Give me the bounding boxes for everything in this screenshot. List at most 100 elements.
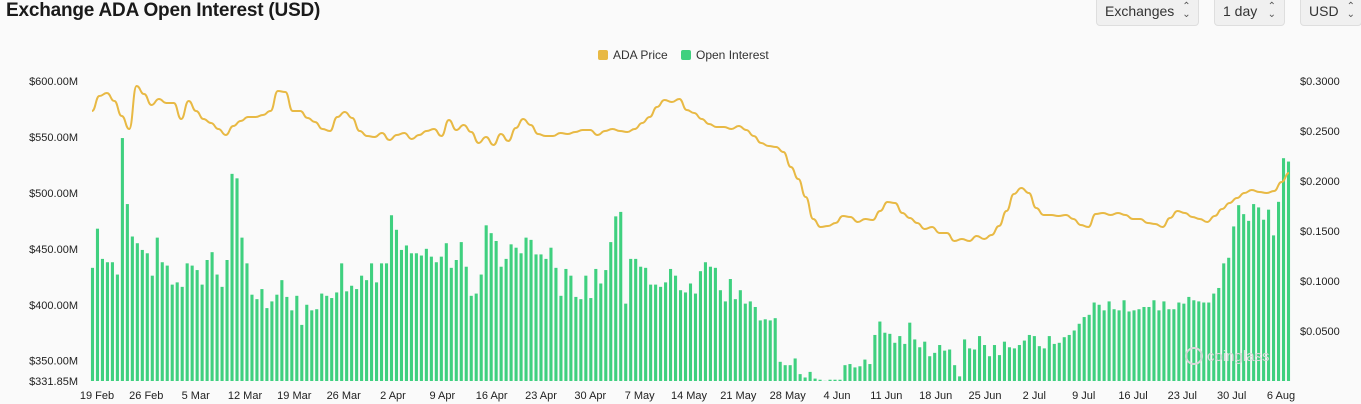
oi-bar	[928, 356, 932, 381]
oi-bar	[240, 237, 244, 381]
oi-bar	[723, 301, 727, 381]
oi-bar	[130, 236, 134, 381]
oi-bar	[634, 258, 638, 381]
oi-bar	[1182, 303, 1186, 381]
oi-bar	[365, 280, 369, 381]
oi-bar	[394, 229, 399, 381]
oi-bar	[409, 253, 413, 381]
oi-bar	[743, 303, 747, 381]
oi-bar	[1127, 311, 1131, 381]
oi-bar	[1137, 309, 1141, 381]
ada-price-line	[91, 85, 1290, 242]
x-tick-label: 26 Feb	[129, 390, 163, 402]
oi-bar	[1147, 306, 1151, 381]
oi-bar	[1187, 296, 1191, 381]
oi-bar	[230, 173, 234, 381]
oi-bar	[1022, 340, 1026, 381]
oi-bar	[659, 286, 663, 381]
oi-bar	[1167, 309, 1171, 381]
interval-select[interactable]: 1 day ⌃ ⌄	[1214, 0, 1285, 26]
oi-bar	[574, 296, 578, 381]
oi-bar	[419, 255, 423, 381]
oi-bar	[1227, 257, 1231, 381]
oi-bar	[125, 204, 129, 381]
oi-bar	[1247, 220, 1251, 381]
y-right-tick-label: $0.0500	[1300, 326, 1340, 338]
oi-bar	[1027, 334, 1031, 381]
oi-bar	[205, 260, 209, 381]
y-left-tick-label: $400.00M	[29, 300, 78, 312]
oi-bar	[888, 333, 892, 381]
oi-bar	[529, 239, 533, 381]
oi-bar	[1132, 310, 1136, 381]
oi-bar	[853, 367, 857, 381]
oi-bar	[539, 254, 543, 381]
oi-bar	[918, 347, 922, 381]
oi-bar	[748, 301, 752, 381]
oi-bar	[379, 263, 384, 381]
oi-bar	[160, 262, 164, 381]
oi-bar	[1252, 204, 1256, 381]
y-right-tick-label: $0.2000	[1300, 176, 1340, 188]
oi-bar	[982, 345, 987, 381]
oi-bar	[404, 245, 408, 381]
oi-bar	[1237, 205, 1241, 381]
currency-select[interactable]: USD ⌃ ⌄	[1300, 0, 1361, 26]
oi-bar	[484, 225, 488, 381]
x-tick-label: 18 Jun	[919, 390, 952, 402]
oi-bar	[110, 262, 114, 381]
oi-bar	[604, 270, 608, 381]
oi-bar	[903, 343, 907, 381]
chart-legend: ADA Price Open Interest	[598, 48, 769, 62]
oi-bar	[873, 334, 877, 381]
watermark-text: coinglass	[1207, 348, 1270, 365]
oi-bar	[793, 358, 797, 381]
oi-bar	[459, 242, 463, 381]
x-tick-label: 5 Mar	[182, 390, 210, 402]
oi-bar	[728, 279, 732, 381]
oi-bar	[773, 318, 777, 381]
oi-bar	[898, 336, 902, 381]
y-left-tick-label: $600.00M	[29, 76, 78, 88]
oi-bar	[474, 293, 478, 381]
oi-bar	[235, 178, 239, 381]
oi-bar	[718, 290, 722, 381]
oi-bar	[519, 253, 523, 381]
oi-bar	[1117, 310, 1121, 381]
oi-bar	[245, 263, 249, 381]
oi-bar	[768, 320, 772, 381]
oi-bar	[564, 268, 568, 381]
oi-bar	[599, 283, 603, 381]
oi-bar	[798, 374, 802, 381]
oi-bar	[190, 265, 194, 381]
oi-bar	[778, 361, 782, 381]
oi-bar	[639, 266, 643, 381]
oi-bar	[923, 341, 927, 381]
oi-bar	[115, 274, 119, 381]
oi-bar	[644, 267, 648, 381]
oi-bar	[384, 263, 389, 381]
oi-bar	[265, 308, 269, 381]
oi-bar	[678, 290, 683, 381]
oi-bar	[589, 298, 593, 381]
oi-bar	[674, 275, 678, 381]
oi-bar	[1087, 314, 1091, 381]
exchanges-select[interactable]: Exchanges ⌃ ⌄	[1096, 0, 1199, 26]
oi-bar	[758, 320, 762, 381]
oi-bar	[908, 322, 912, 381]
oi-bar	[454, 260, 458, 381]
x-tick-label: 6 Aug	[1267, 390, 1295, 402]
oi-bar	[818, 379, 822, 381]
oi-bar	[175, 282, 179, 381]
oi-bar	[534, 254, 538, 381]
x-tick-label: 21 May	[720, 390, 757, 402]
oi-bar	[1267, 209, 1271, 381]
oi-bar	[1197, 301, 1201, 381]
oi-bar	[285, 296, 289, 381]
x-tick-label: 7 May	[625, 390, 655, 402]
x-tick-label: 2 Apr	[380, 390, 406, 402]
legend-swatch	[681, 50, 691, 60]
x-axis: 19 Feb 26 Feb 5 Mar 12 Mar 19 Mar 26 Mar 2 Apr…	[80, 390, 1295, 402]
oi-bar	[95, 228, 100, 381]
